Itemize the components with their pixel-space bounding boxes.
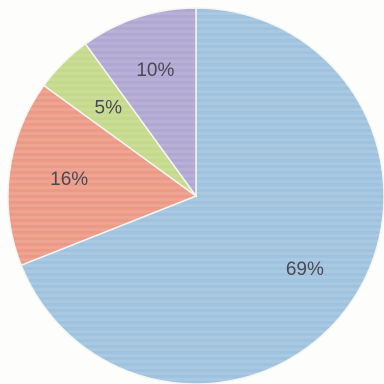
pie-slice-label: 5% <box>95 97 123 118</box>
pie-labels: 69% 16% 5% 10% <box>50 60 324 280</box>
pie-slice-label: 16% <box>50 169 88 190</box>
pie-slice-label: 69% <box>286 259 324 280</box>
pie-slice-label: 10% <box>136 60 174 81</box>
pie-slices <box>7 7 384 384</box>
